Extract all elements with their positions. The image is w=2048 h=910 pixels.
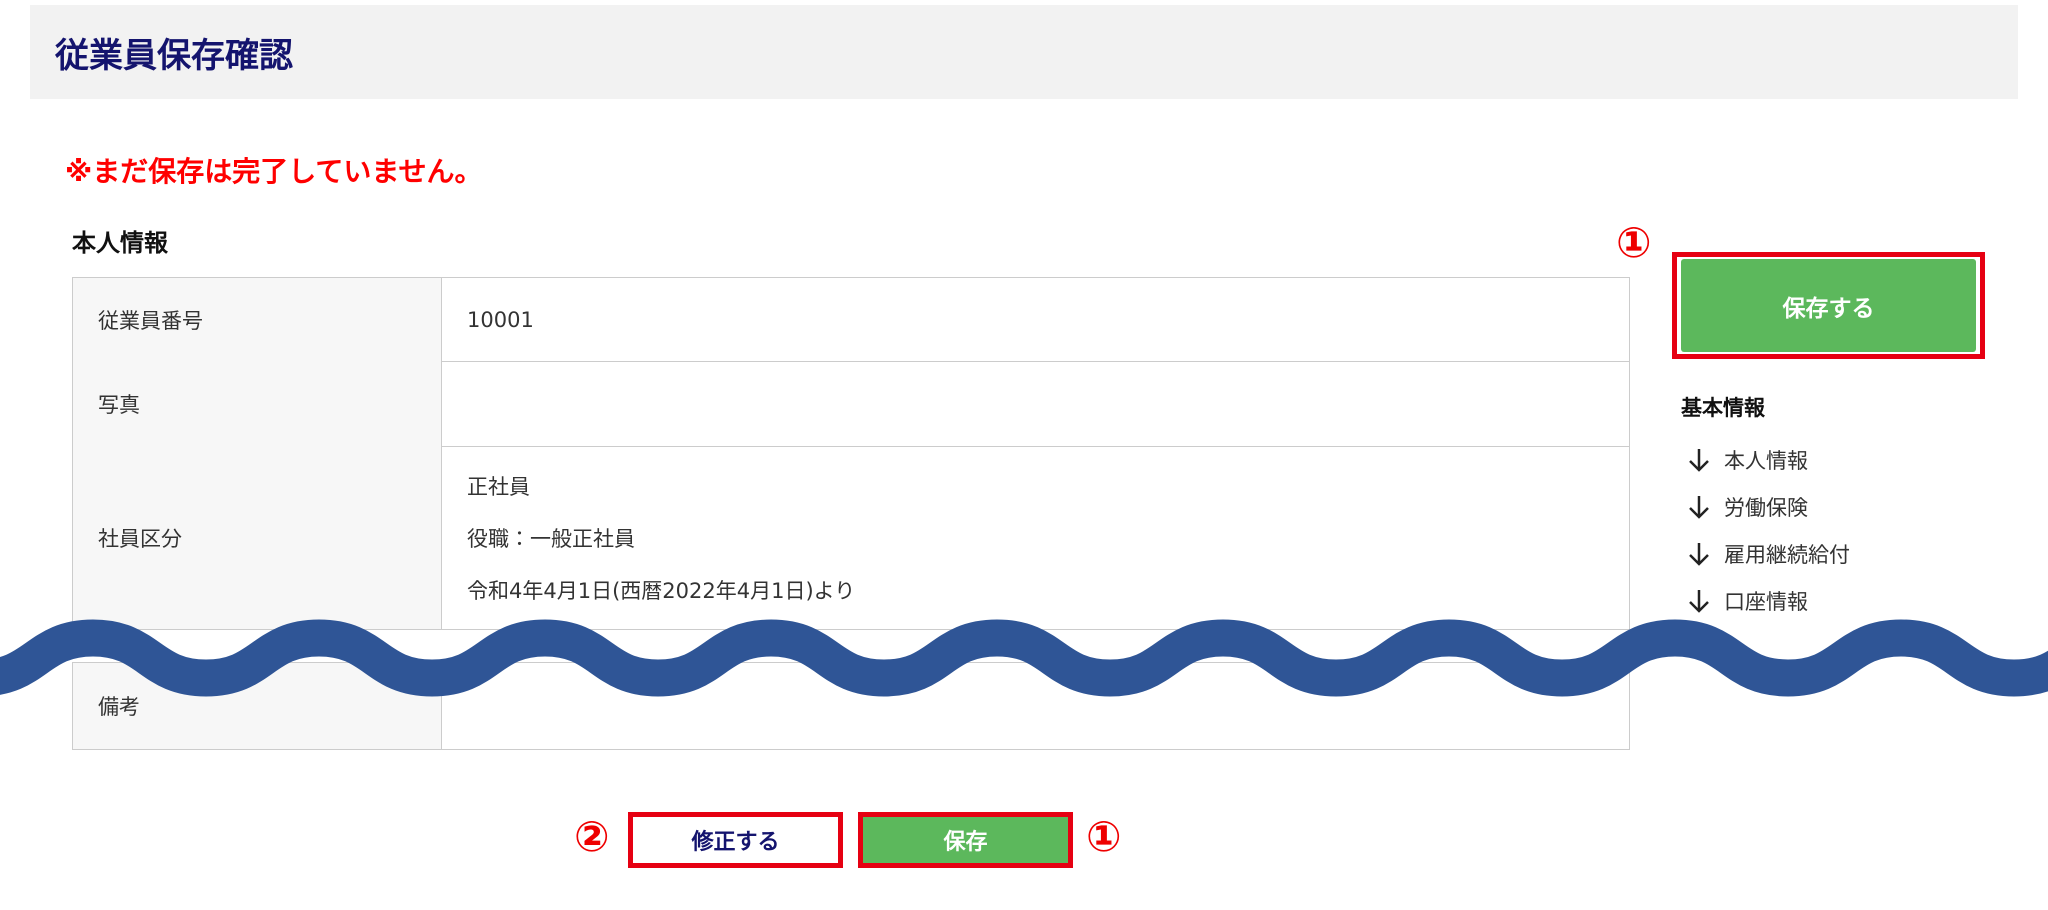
annotation: ①: [1616, 218, 1652, 267]
table-row: 従業員番号 10001: [72, 277, 1630, 362]
nav-link[interactable]: 労働保険: [1688, 492, 1808, 522]
value-line: 令和4年4月1日(西暦2022年4月1日)より: [467, 578, 856, 603]
wave-divider: [0, 619, 2048, 697]
row-value: 10001: [442, 278, 1629, 361]
save-button[interactable]: 保存: [858, 812, 1073, 868]
value-line: 役職：一般正社員: [467, 526, 635, 551]
annotation: ②: [574, 812, 610, 861]
arrow-icon: [1689, 449, 1709, 472]
nav-link[interactable]: 口座情報: [1688, 586, 1808, 616]
annotation: ①: [1086, 812, 1122, 861]
row-label: 写真: [73, 361, 442, 446]
arrow-icon: [1689, 496, 1709, 519]
value-line: 10001: [467, 307, 534, 332]
highlight-box: [1672, 252, 1985, 359]
nav-link[interactable]: 雇用継続給付: [1688, 539, 1850, 569]
nav-link[interactable]: 本人情報: [1688, 445, 1808, 475]
table-row: 社員区分 正社員役職：一般正社員令和4年4月1日(西暦2022年4月1日)より: [72, 446, 1630, 630]
save-button[interactable]: 保存する: [1681, 259, 1976, 352]
row-value: [442, 361, 1629, 446]
nav-link-text: 本人情報: [1724, 449, 1808, 473]
arrow-icon: [1689, 590, 1709, 613]
row-value: 正社員役職：一般正社員令和4年4月1日(西暦2022年4月1日)より: [442, 446, 1629, 629]
table-row: 写真: [72, 361, 1630, 447]
nav-link-text: 口座情報: [1724, 590, 1808, 614]
page-title: 従業員保存確認: [55, 36, 293, 76]
nav-link-text: 雇用継続給付: [1724, 543, 1850, 567]
wave: [0, 619, 2048, 697]
row-label: 従業員番号: [73, 278, 442, 361]
notice: ※まだ保存は完了していません。: [65, 155, 483, 188]
header-bar: [30, 5, 2018, 99]
nav-title: 基本情報: [1681, 396, 1765, 420]
section-title: 本人情報: [72, 229, 168, 257]
nav-link-text: 労働保険: [1724, 496, 1808, 520]
edit-button[interactable]: 修正する: [628, 812, 843, 868]
row-label: 社員区分: [73, 446, 442, 629]
arrow-icon: [1689, 543, 1709, 566]
value-line: 正社員: [467, 474, 530, 499]
